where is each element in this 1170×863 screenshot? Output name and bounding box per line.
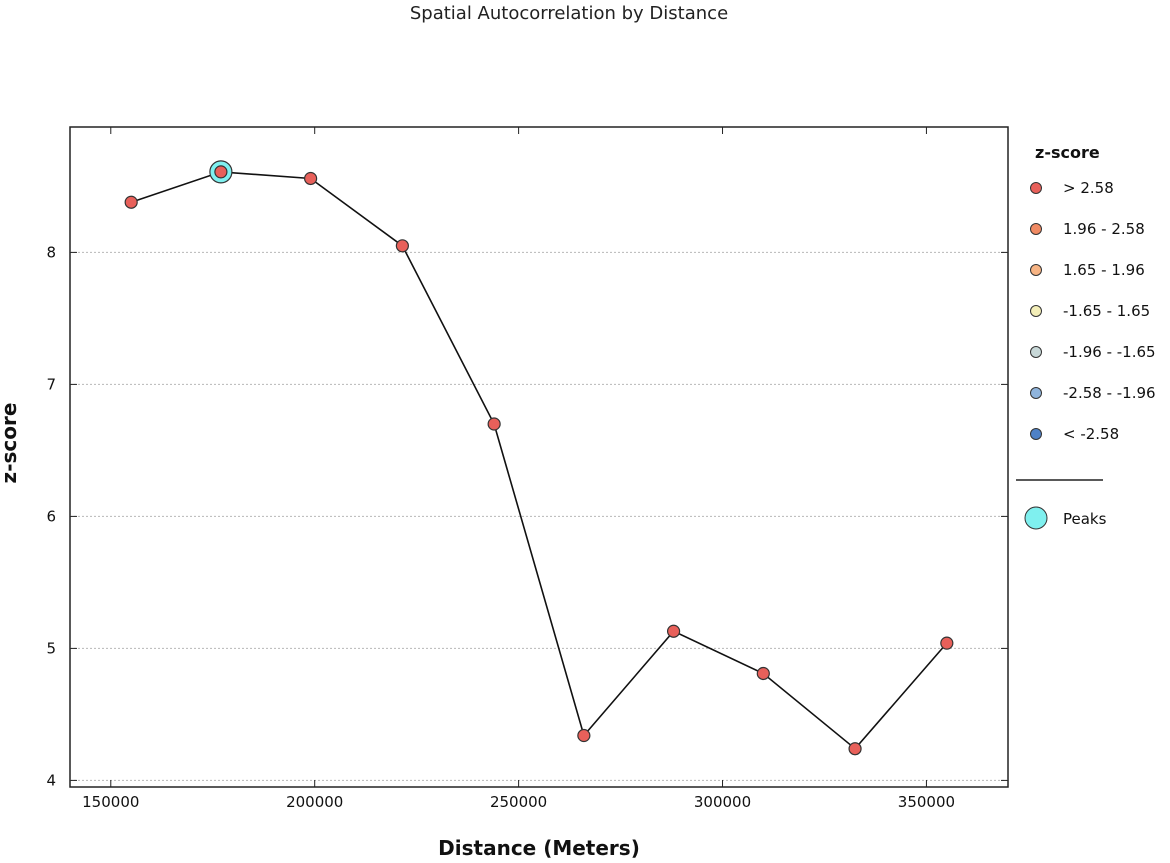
y-tick-label: 8: [46, 243, 56, 261]
y-tick-label: 4: [46, 771, 56, 789]
legend-peaks-label: Peaks: [1063, 510, 1107, 528]
data-point: [756, 666, 770, 681]
x-tick-label: 250000: [490, 793, 547, 811]
data-point: [577, 728, 591, 743]
data-point: [940, 636, 954, 650]
x-tick-label: 150000: [82, 793, 139, 811]
data-point: [487, 417, 501, 431]
y-tick-label: 7: [46, 375, 56, 393]
y-axis-label: z-score: [0, 403, 21, 484]
grid-lines: [70, 251, 1008, 781]
legend-item-label: -2.58 - -1.96: [1063, 384, 1156, 402]
legend-marker: [1030, 182, 1042, 194]
legend-marker: [1030, 387, 1042, 399]
x-tick-label: 300000: [694, 793, 751, 811]
legend-marker: [1030, 428, 1042, 440]
legend-item-label: 1.96 - 2.58: [1063, 220, 1145, 238]
data-point: [395, 239, 409, 253]
legend-marker: [1030, 223, 1042, 235]
legend-item-label: -1.65 - 1.65: [1063, 302, 1150, 320]
legend-title: z-score: [1035, 143, 1100, 162]
legend-item-label: 1.65 - 1.96: [1063, 261, 1145, 279]
axis-ticks: 4 5 6 7 8 150000 200000 250000 300000 350000: [46, 127, 1008, 811]
legend-item-label: -1.96 - -1.65: [1063, 343, 1156, 361]
legend-item-label: > 2.58: [1063, 179, 1114, 197]
y-tick-label: 6: [46, 507, 56, 525]
data-point: [214, 165, 228, 179]
data-point: [304, 171, 318, 186]
legend-marker: [1030, 346, 1042, 358]
data-points: [124, 165, 954, 756]
data-point: [848, 742, 862, 756]
data-point: [124, 195, 138, 209]
legend-marker: [1030, 264, 1042, 276]
x-tick-label: 350000: [898, 793, 955, 811]
legend: z-score > 2.58 1.96 - 2.58 1.65 - 1.96 -1.6…: [1016, 143, 1156, 530]
legend-peaks-marker: [1024, 506, 1048, 530]
series-polyline: [130, 171, 948, 750]
series-line: [130, 171, 948, 750]
chart-title: Spatial Autocorrelation by Distance: [410, 3, 728, 24]
legend-items: > 2.58 1.96 - 2.58 1.65 - 1.96 -1.65 - 1.65…: [1030, 179, 1156, 443]
legend-item-label: < -2.58: [1063, 425, 1119, 443]
plot-area: [69, 126, 1009, 788]
x-axis-label: Distance (Meters): [438, 836, 640, 860]
x-tick-label: 200000: [286, 793, 343, 811]
data-point: [666, 624, 681, 638]
legend-marker: [1030, 305, 1042, 317]
y-tick-label: 5: [46, 639, 56, 657]
